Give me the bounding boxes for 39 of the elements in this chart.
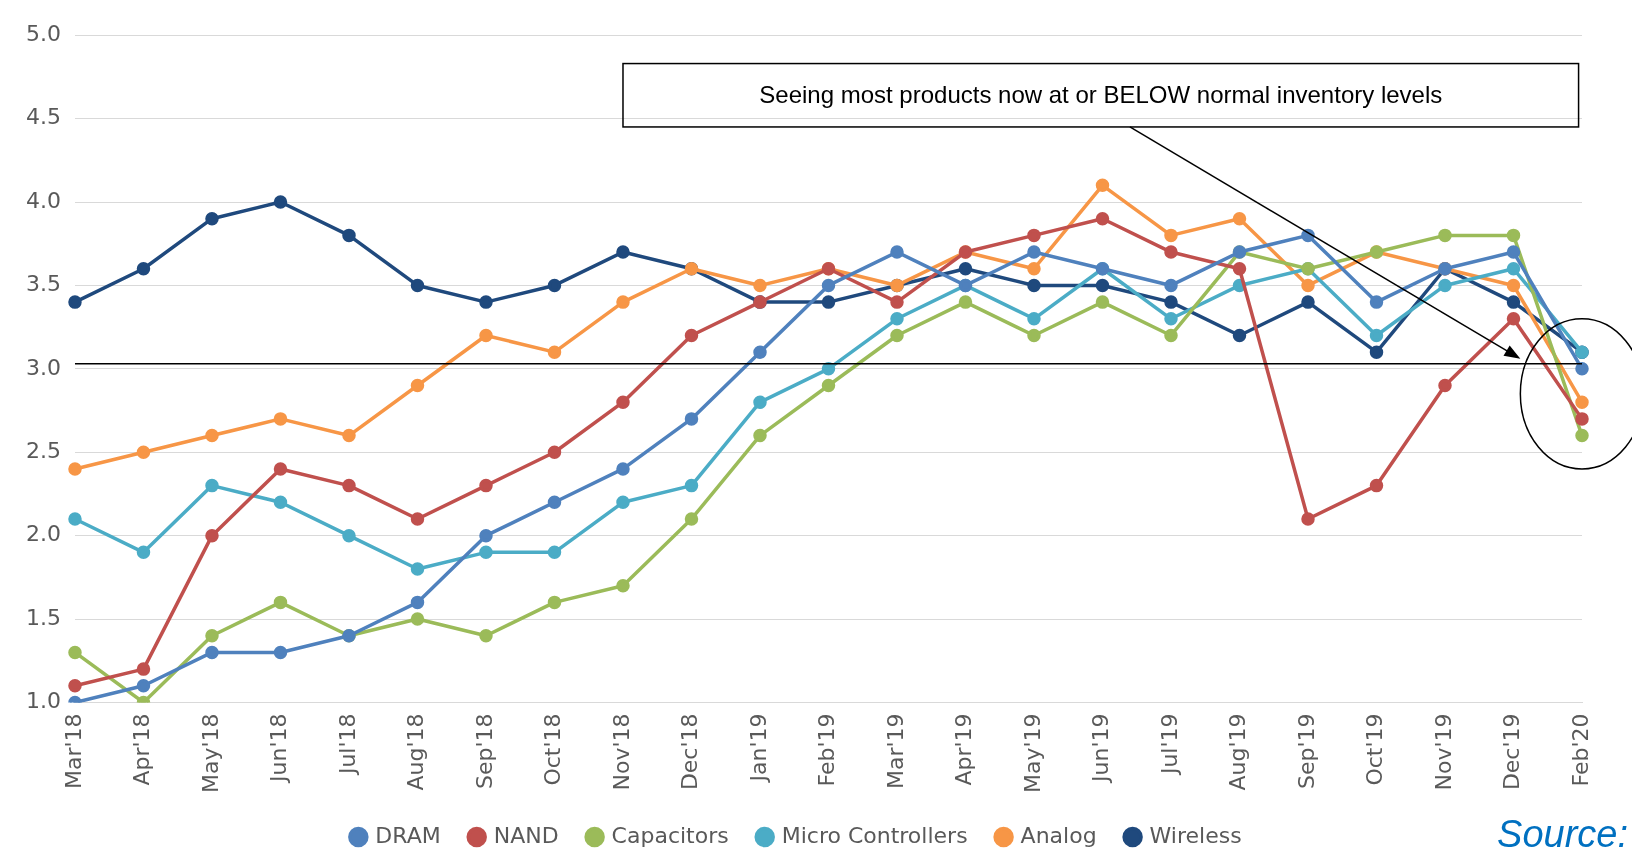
x-tick-label: Jan'19 xyxy=(745,713,771,784)
y-tick-label: 1.0 xyxy=(25,688,61,714)
y-tick-label: 4.0 xyxy=(25,187,61,213)
legend-label: Micro Controllers xyxy=(781,822,968,848)
x-tick-label: Mar'19 xyxy=(882,713,908,790)
legend-label: DRAM xyxy=(375,822,441,848)
y-tick-label: 2.5 xyxy=(25,437,61,463)
x-tick-label: Jun'19 xyxy=(1088,713,1114,784)
y-tick-label: 5.0 xyxy=(25,20,61,46)
x-tick-label: Feb'20 xyxy=(1567,713,1593,787)
x-tick-label: Jun'18 xyxy=(266,713,292,784)
legend-label: Wireless xyxy=(1149,822,1242,848)
legend-label: Analog xyxy=(1020,822,1097,848)
x-tick-label: Dec'18 xyxy=(677,713,703,791)
x-tick-label: Dec'19 xyxy=(1499,713,1525,791)
x-tick-label: Aug'19 xyxy=(1225,713,1251,791)
x-tick-label: Oct'18 xyxy=(540,713,566,786)
x-tick-label: Apr'18 xyxy=(129,713,155,786)
source-note: Source: xyxy=(1497,813,1628,856)
x-tick-label: Sep'19 xyxy=(1293,713,1319,789)
y-tick-label: 1.5 xyxy=(25,604,61,630)
y-tick-label: 3.5 xyxy=(25,271,61,297)
x-tick-label: Jul'18 xyxy=(334,713,360,777)
legend-label: NAND xyxy=(493,822,559,848)
x-tick-label: Nov'18 xyxy=(608,713,634,791)
legend-label: Capacitors xyxy=(611,822,729,848)
y-tick-label: 4.5 xyxy=(25,104,61,130)
x-tick-label: Apr'19 xyxy=(951,713,977,786)
x-tick-label: Oct'19 xyxy=(1362,713,1388,786)
x-tick-label: Sep'18 xyxy=(471,713,497,789)
x-tick-label: Feb'19 xyxy=(814,713,840,787)
y-tick-label: 2.0 xyxy=(25,521,61,547)
x-tick-label: Nov'19 xyxy=(1430,713,1456,791)
x-tick-label: Aug'18 xyxy=(403,713,429,791)
x-tick-label: May'18 xyxy=(197,713,223,794)
y-tick-label: 3.0 xyxy=(25,354,61,380)
x-tick-label: Jul'19 xyxy=(1156,713,1182,777)
x-tick-label: May'19 xyxy=(1019,713,1045,794)
x-tick-label: Mar'18 xyxy=(60,713,86,790)
